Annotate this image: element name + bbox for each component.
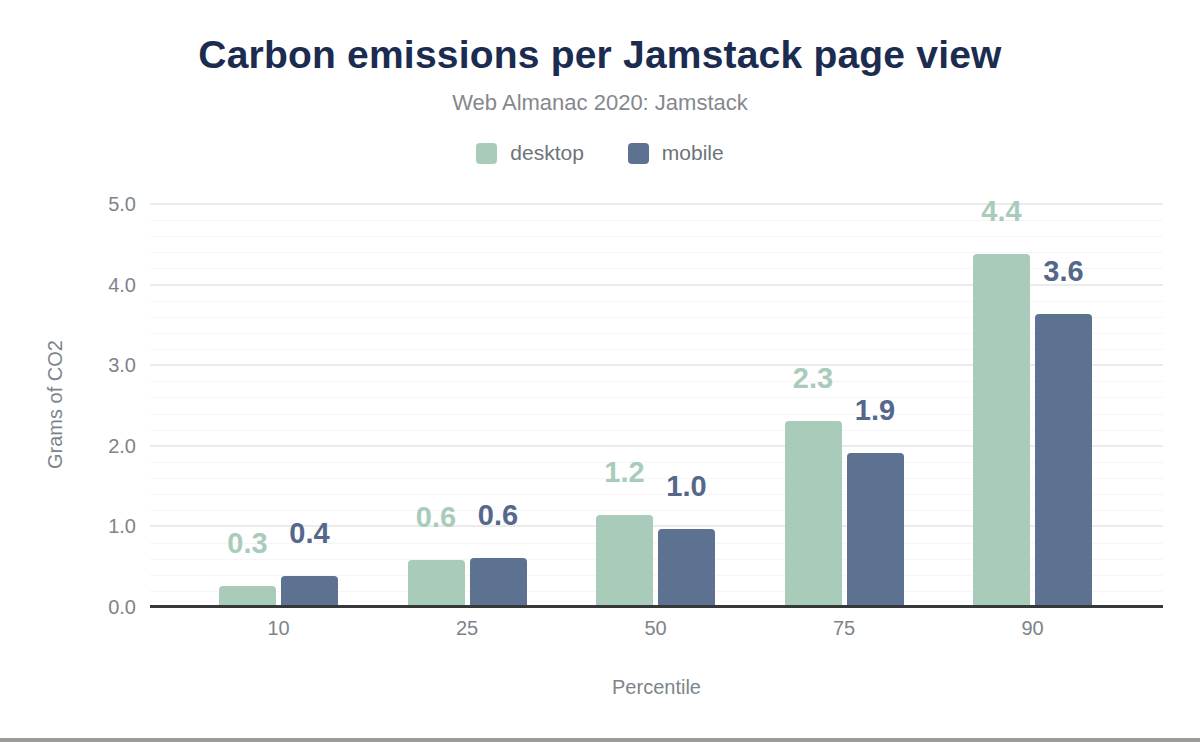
y-tick-label: 2.0 bbox=[58, 435, 136, 457]
bar-mobile-p50 bbox=[658, 529, 715, 607]
bar-value-mobile-p90: 3.6 bbox=[1019, 257, 1109, 286]
legend-label-desktop: desktop bbox=[510, 141, 584, 165]
plot-area: 0.30.40.60.61.21.02.31.94.43.6 bbox=[150, 204, 1163, 607]
legend-label-mobile: mobile bbox=[662, 141, 724, 165]
bottom-divider-bar bbox=[0, 738, 1200, 742]
bar-desktop-p50 bbox=[596, 515, 653, 607]
bar-desktop-p10 bbox=[219, 586, 276, 607]
bar-value-desktop-p90: 4.4 bbox=[957, 197, 1047, 226]
x-tick-label: 25 bbox=[422, 617, 512, 640]
y-tick-label: 5.0 bbox=[58, 193, 136, 215]
chart-subtitle: Web Almanac 2020: Jamstack bbox=[0, 90, 1200, 116]
x-tick-label: 90 bbox=[988, 617, 1078, 640]
x-axis-title: Percentile bbox=[150, 676, 1163, 699]
bar-desktop-p90 bbox=[973, 254, 1030, 607]
bar-value-mobile-p25: 0.6 bbox=[453, 501, 543, 530]
bar-desktop-p75 bbox=[785, 421, 842, 607]
bar-value-mobile-p10: 0.4 bbox=[265, 519, 355, 548]
bar-value-mobile-p75: 1.9 bbox=[830, 396, 920, 425]
y-tick-label: 0.0 bbox=[58, 596, 136, 618]
x-axis-line bbox=[150, 605, 1163, 608]
bar-mobile-p10 bbox=[281, 576, 338, 607]
bar-value-desktop-p75: 2.3 bbox=[768, 364, 858, 393]
bar-mobile-p25 bbox=[470, 558, 527, 607]
mobile-legend-swatch bbox=[628, 143, 649, 164]
bar-mobile-p90 bbox=[1035, 314, 1092, 607]
x-tick-label: 10 bbox=[234, 617, 324, 640]
y-tick-label: 1.0 bbox=[58, 515, 136, 537]
legend-item-mobile: mobile bbox=[628, 141, 724, 165]
y-tick-label: 4.0 bbox=[58, 274, 136, 296]
chart-figure: Carbon emissions per Jamstack page view … bbox=[0, 0, 1200, 742]
bar-value-mobile-p50: 1.0 bbox=[642, 472, 732, 501]
legend-item-desktop: desktop bbox=[476, 141, 584, 165]
x-tick-label: 50 bbox=[611, 617, 701, 640]
y-axis-title: Grams of CO2 bbox=[44, 254, 70, 556]
x-tick-label: 75 bbox=[799, 617, 889, 640]
y-tick-label: 3.0 bbox=[58, 354, 136, 376]
chart-title: Carbon emissions per Jamstack page view bbox=[0, 33, 1200, 77]
chart-legend: desktop mobile bbox=[0, 141, 1200, 165]
bar-mobile-p75 bbox=[847, 453, 904, 607]
bar-desktop-p25 bbox=[408, 560, 465, 607]
desktop-legend-swatch bbox=[476, 143, 497, 164]
minor-gridline bbox=[150, 236, 1163, 237]
